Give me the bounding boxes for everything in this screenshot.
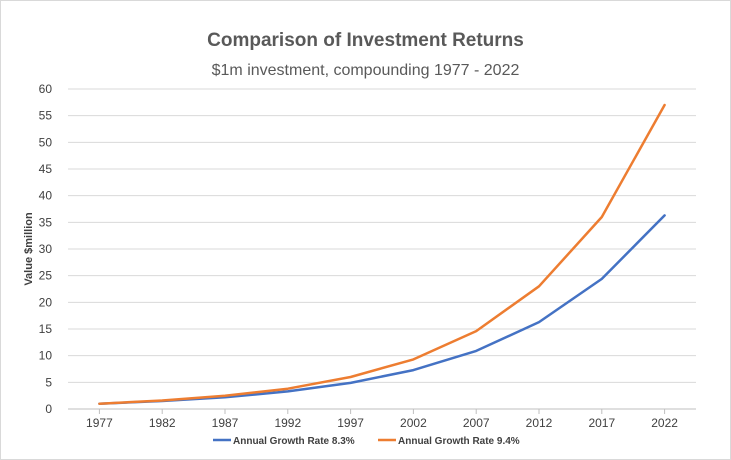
y-tick-label: 60 [39, 82, 53, 96]
y-tick-label: 20 [39, 295, 53, 309]
x-tick-label: 2012 [526, 416, 553, 430]
x-tick-label: 2022 [651, 416, 678, 430]
y-tick-label: 5 [45, 375, 52, 389]
series-lines [98, 103, 666, 405]
x-tick-label: 1982 [149, 416, 176, 430]
legend-label: Annual Growth Rate 9.4% [398, 436, 520, 447]
legend: Annual Growth Rate 8.3% Annual Growth Rat… [213, 436, 520, 447]
y-tick-label: 55 [39, 109, 53, 123]
y-tick-label: 40 [39, 189, 53, 203]
legend-label: Annual Growth Rate 8.3% [233, 436, 355, 447]
y-axis-label: Value $million [23, 212, 35, 286]
y-tick-label: 45 [39, 162, 53, 176]
x-tick-label: 1997 [337, 416, 364, 430]
x-tick-label: 1992 [274, 416, 301, 430]
x-tick-label: 2002 [400, 416, 427, 430]
chart-subtitle: $1m investment, compounding 1977 - 2022 [211, 62, 520, 79]
chart-title: Comparison of Investment Returns [207, 30, 524, 51]
x-tick-labels: 1977 1982 1987 1992 1997 2002 2007 2012 2017 2022 [86, 409, 678, 430]
gridlines [68, 88, 696, 410]
x-tick-label: 2017 [588, 416, 615, 430]
y-tick-label: 25 [39, 269, 53, 283]
y-tick-label: 0 [45, 402, 52, 416]
y-tick-label: 35 [39, 215, 53, 229]
y-tick-label: 10 [39, 349, 53, 363]
series-line-2 [98, 103, 666, 405]
y-tick-labels: 0 5 10 15 20 25 30 35 40 45 50 55 60 [39, 82, 53, 416]
x-tick-label: 2007 [463, 416, 490, 430]
y-tick-label: 15 [39, 322, 53, 336]
y-tick-label: 50 [39, 135, 53, 149]
x-tick-label: 1987 [212, 416, 239, 430]
y-tick-label: 30 [39, 242, 53, 256]
x-tick-label: 1977 [86, 416, 113, 430]
